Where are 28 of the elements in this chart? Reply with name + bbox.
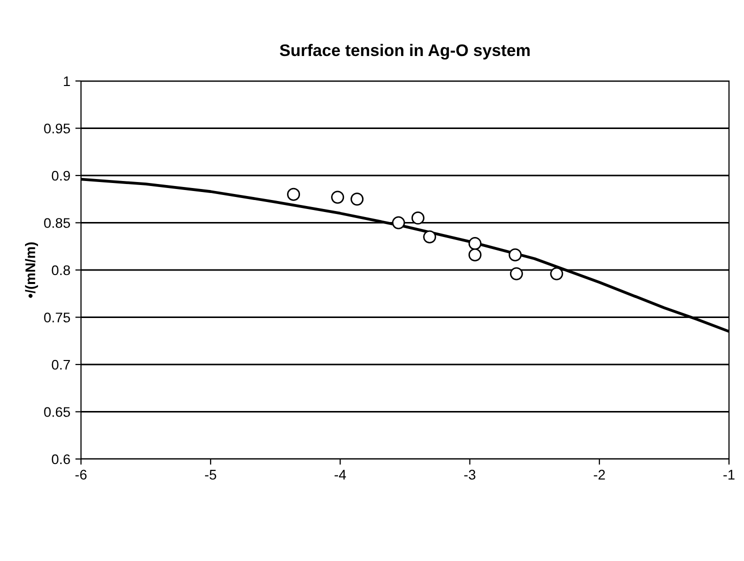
point (468, 248, 482, 262)
x-tick-label: -1 (723, 470, 734, 480)
x-tick-label: -6 (75, 470, 87, 480)
point (287, 188, 300, 201)
point (331, 190, 344, 204)
x-tick-label: -4 (334, 470, 346, 480)
y-axis-title: •/(mN/m) (25, 242, 38, 298)
x-tick-label: -3 (464, 470, 476, 480)
x-tick-label: -2 (594, 470, 605, 480)
point (411, 212, 424, 225)
y-tick-label: 0.9 (52, 170, 70, 181)
chart-title: Surface tension in Ag-O system (280, 44, 530, 60)
point (350, 192, 364, 206)
point (392, 216, 406, 230)
y-tick-label: 1 (64, 76, 70, 86)
y-tick-label: 0.95 (44, 124, 70, 134)
point (510, 267, 523, 280)
point (508, 248, 522, 262)
point (423, 230, 436, 244)
y-tick-label: 0.7 (52, 360, 70, 370)
y-tick-label: 0.8 (52, 265, 70, 276)
x-tick-label: -5 (205, 470, 216, 480)
point (550, 267, 564, 280)
y-tick-label: 0.6 (52, 454, 70, 464)
y-tick-label: 0.65 (44, 407, 70, 417)
point (468, 237, 482, 250)
y-tick-label: 0.75 (44, 312, 70, 322)
y-tick-label: 0.85 (44, 218, 70, 228)
